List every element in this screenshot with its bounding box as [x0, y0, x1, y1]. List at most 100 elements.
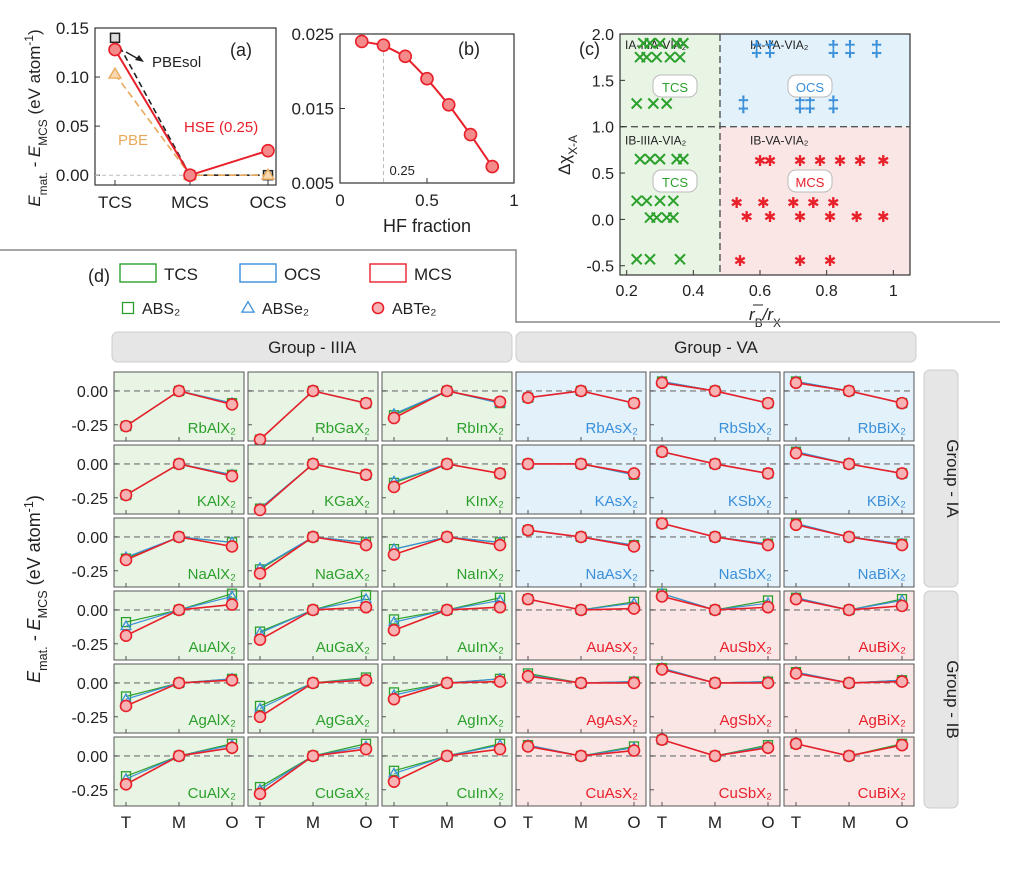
subplot: RbBiX₂: [783, 371, 915, 442]
panel-a: 0.00 0.05 0.10 0.15 TCS MCS OCS PBEsol PBE HSE (0…: [22, 19, 286, 212]
panel-c-point: ✱: [794, 209, 807, 226]
subplot-ytick-label: 0.00: [77, 384, 108, 401]
subplot-name: KInX₂: [466, 493, 505, 510]
subplot: RbInX₂: [381, 371, 513, 442]
subplot-point: [493, 395, 507, 409]
subplot-point: [627, 744, 641, 757]
subplot-name-part: ₂: [766, 420, 772, 437]
subplot: KGaX₂: [247, 444, 379, 517]
row-header-box: [923, 590, 959, 809]
panel-a-label: (a): [230, 40, 252, 60]
subplot-ytick-label: -0.25: [72, 710, 109, 727]
subplot-xtick-label: M: [574, 813, 588, 832]
subplot-name-part: ₂: [364, 639, 370, 656]
subplot-point: [789, 376, 803, 390]
panel-a-ytick-label: 0.00: [56, 166, 89, 185]
subplot: CuAsX₂ T M O: [515, 736, 647, 832]
panel-c-ytick-label: 2.0: [592, 27, 614, 44]
subplot-xtick-label: M: [440, 813, 454, 832]
subplot-point: [842, 749, 856, 763]
subplot-name: AgInX₂: [457, 712, 504, 729]
subplot: CuBiX₂ T M O: [783, 736, 915, 832]
panel-c-xtick-label: 0.8: [816, 283, 838, 300]
subplot-name-part: ₂: [632, 639, 638, 656]
subplot-point: [627, 396, 641, 410]
subplot-point: [440, 749, 454, 763]
subplot-name-part: NaBiX: [858, 566, 901, 583]
subplot-point: [789, 667, 803, 680]
panel-a-arrowhead: [135, 55, 144, 62]
subplot-name: AuAsX₂: [586, 639, 638, 656]
subplot-point: [225, 398, 239, 411]
legend-marker-label-part: ₂: [303, 301, 309, 318]
subplot-name-part: AuGaX: [316, 639, 364, 656]
subplot-name: AuBiX₂: [858, 639, 906, 656]
subplot-name: KSbX₂: [728, 493, 772, 510]
panel-c-point: ✱: [877, 153, 890, 170]
subplot-name-part: ₂: [498, 566, 504, 583]
subplot: CuInX₂ T M O: [381, 736, 513, 832]
subplot-point: [842, 676, 856, 690]
panel-b-ytick-label: 0.015: [291, 100, 334, 119]
subplot-frame: [381, 517, 513, 588]
subplot-xtick-label: O: [225, 813, 238, 832]
subplot: AgGaX₂: [247, 663, 379, 734]
subplot: KAsX₂: [515, 444, 647, 515]
subplot-name: KBiX₂: [867, 493, 906, 510]
subplot-name: CuInX₂: [456, 785, 504, 802]
subplot-name: NaGaX₂: [315, 566, 370, 583]
subplot-point: [789, 737, 803, 751]
subplot-point: [895, 599, 909, 613]
subplot: AuBiX₂: [783, 590, 915, 661]
subplot-point: [306, 457, 320, 471]
subplot-name-part: ₂: [230, 639, 236, 656]
subplot-xtick-label: O: [761, 813, 774, 832]
subplot-name-part: ₂: [230, 785, 236, 802]
panel-c-point: ✱: [740, 209, 753, 226]
subplot-name-part: ₂: [498, 420, 504, 437]
panel-c-region-badge: [652, 74, 698, 98]
subplot-name: NaSbX₂: [719, 566, 773, 583]
panel-b-ytick-label: 0.005: [291, 174, 334, 193]
subplot-name: NaBiX₂: [858, 566, 907, 583]
panel-c-point: [640, 195, 653, 207]
subplot-point: [172, 530, 186, 544]
subplot-name: KAlX₂: [197, 493, 236, 510]
subplot-name: AuGaX₂: [316, 639, 370, 656]
panel-c-point: ✱: [787, 195, 800, 212]
subplot-frame: [247, 590, 379, 661]
subplot-point: [119, 699, 133, 713]
subplot-name-part: ₂: [632, 566, 638, 583]
subplot-name-part: ₂: [364, 566, 370, 583]
subplot-name-part: CuAsX: [585, 785, 632, 802]
panel-c-point: [667, 211, 680, 224]
subplot-name-part: ₂: [498, 712, 504, 729]
column-header-box: [515, 331, 917, 363]
panel-b-xlabel: HF fraction: [383, 216, 471, 236]
subplot-frame: [783, 736, 915, 807]
subplot-name-part: ₂: [498, 493, 504, 510]
panel-c-point: ✱: [757, 195, 770, 212]
subplot-point: [761, 600, 775, 614]
subplot-point: [359, 396, 373, 410]
subplot-name: AgAsX₂: [586, 712, 638, 729]
subplot-frame: [113, 371, 245, 442]
subplot-name-part: AgAsX: [586, 712, 632, 729]
subplot-point: [120, 616, 132, 628]
subplot-name-part: NaAlX: [188, 566, 231, 583]
panel-c-region-label: OCS: [796, 80, 825, 95]
subplot-name-part: KGaX: [324, 493, 364, 510]
subplot-frame: [113, 663, 245, 734]
subplot-frame: [515, 371, 647, 442]
subplot-name-part: RbBiX: [858, 420, 901, 437]
panel-c-point: ✱: [730, 195, 743, 212]
panel-b-point: [354, 34, 369, 49]
subplot-xtick-label: T: [657, 813, 667, 832]
panel-c-xlabel: rB/rX: [749, 305, 781, 330]
panel-b-xtick-label: 1: [509, 191, 518, 210]
panel-c-ytick-label: 0.0: [592, 212, 614, 229]
subplot-point: [253, 567, 267, 580]
subplot-point: [627, 540, 641, 553]
panel-a-ylabel-part: MCS: [36, 119, 50, 145]
